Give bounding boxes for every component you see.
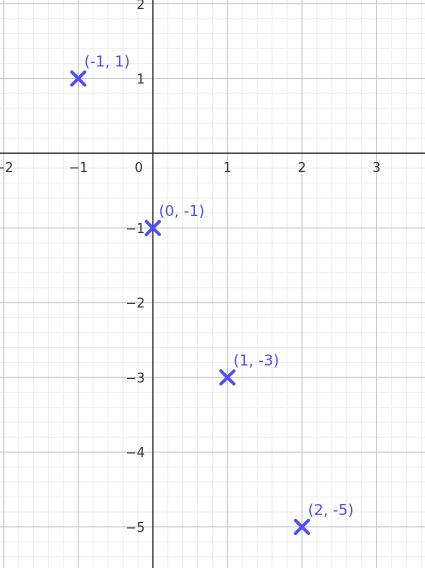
data-point: (2, -5): [293, 501, 354, 535]
y-tick-label: −4: [126, 446, 145, 461]
point-label: (0, -1): [159, 202, 205, 220]
tick-labels: −2 −1 1 2 3 2 1 −1 −2 −3 −4 −5 0: [0, 0, 381, 536]
point-marker: [70, 70, 87, 87]
point-marker: [219, 369, 236, 386]
x-tick-label: 3: [372, 161, 380, 176]
data-point: (-1, 1): [70, 52, 130, 87]
y-tick-label: 1: [137, 72, 145, 87]
y-tick-label: −5: [126, 521, 145, 536]
point-label: (-1, 1): [84, 52, 130, 70]
x-tick-label: −1: [69, 161, 88, 176]
data-point: (0, -1): [144, 202, 205, 237]
x-tick-label: −2: [0, 161, 13, 176]
data-point: (1, -3): [219, 351, 279, 386]
point-label: (1, -3): [233, 351, 279, 369]
origin-label: 0: [135, 161, 143, 176]
y-tick-label: −3: [126, 371, 145, 386]
x-tick-label: 1: [223, 161, 231, 176]
y-tick-label: −2: [126, 297, 145, 312]
data-points: (-1, 1) (0, -1) (1, -3) (2, -5): [70, 52, 354, 535]
y-tick-label: 2: [137, 0, 145, 13]
point-label: (2, -5): [308, 501, 354, 519]
y-tick-label: −1: [126, 222, 145, 237]
x-tick-label: 2: [298, 161, 306, 176]
point-marker: [293, 518, 311, 535]
point-marker: [144, 219, 161, 237]
